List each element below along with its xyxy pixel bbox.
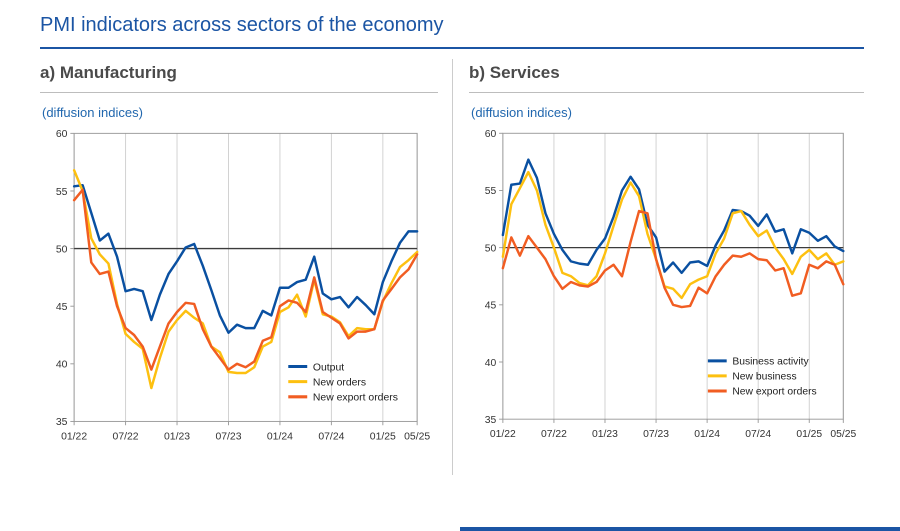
legend-label-output: Output — [313, 362, 344, 373]
x-axis: 01/22 07/22 01/23 07/23 01/24 07/24 01/25 05/25 — [490, 419, 856, 440]
svg-text:55: 55 — [485, 186, 497, 197]
page-title: PMI indicators across sectors of the eco… — [40, 14, 444, 36]
svg-text:60: 60 — [56, 129, 68, 140]
svg-text:45: 45 — [485, 301, 497, 312]
panel-services: b) Services (diffusion indices) 35 40 45 50… — [452, 59, 864, 475]
panel-heading-manufacturing: a) Manufacturing — [40, 63, 438, 93]
manufacturing-plot: 35 40 45 50 55 60 01/22 07/22 01/23 07/23 01/24 07/… — [56, 129, 430, 442]
manufacturing-axis-unit-label: (diffusion indices) — [42, 105, 143, 120]
svg-text:07/24: 07/24 — [745, 429, 771, 440]
services-chart: 35 40 45 50 55 60 01/22 07/22 01/23 07/23 01/24 07/… — [469, 122, 864, 472]
plot-border — [502, 132, 844, 420]
svg-text:40: 40 — [485, 358, 497, 369]
legend-label-business-activity: Business activity — [732, 357, 809, 368]
svg-text:05/25: 05/25 — [404, 431, 430, 442]
svg-text:35: 35 — [485, 415, 497, 426]
svg-text:45: 45 — [56, 302, 68, 313]
series-line-new-export-orders — [72, 188, 419, 371]
svg-text:07/23: 07/23 — [643, 429, 669, 440]
svg-text:60: 60 — [485, 129, 497, 140]
gridlines — [73, 133, 418, 422]
legend-label-new-business: New business — [732, 372, 796, 383]
svg-text:01/25: 01/25 — [796, 429, 822, 440]
y-axis: 35 40 45 50 55 60 — [56, 129, 75, 428]
panel-heading-services: b) Services — [469, 63, 864, 93]
svg-text:01/22: 01/22 — [61, 431, 87, 442]
series-line-business-activity — [501, 158, 845, 275]
svg-text:01/24: 01/24 — [267, 431, 293, 442]
series-line-new-export-orders — [501, 209, 845, 309]
manufacturing-chart: 35 40 45 50 55 60 01/22 07/22 01/23 07/23 01/24 07/… — [40, 122, 438, 475]
svg-text:35: 35 — [56, 417, 68, 428]
svg-text:40: 40 — [56, 360, 68, 371]
svg-text:01/23: 01/23 — [164, 431, 190, 442]
svg-text:05/25: 05/25 — [830, 429, 856, 440]
svg-text:50: 50 — [485, 243, 497, 254]
series-line-new-orders — [72, 169, 419, 390]
services-plot: 35 40 45 50 55 60 01/22 07/22 01/23 07/23 01/24 07/… — [485, 129, 857, 440]
svg-text:01/25: 01/25 — [370, 431, 396, 442]
legend-label-new-orders: New orders — [313, 377, 366, 388]
series-line-new-business — [501, 170, 845, 300]
manufacturing-legend: Output New orders New export orders — [288, 362, 398, 404]
x-axis: 01/22 07/22 01/23 07/23 01/24 07/24 01/25 05/25 — [61, 421, 430, 442]
svg-text:50: 50 — [56, 244, 68, 255]
series-line-output — [72, 183, 419, 334]
svg-text:07/24: 07/24 — [318, 431, 344, 442]
svg-text:07/23: 07/23 — [215, 431, 241, 442]
svg-text:01/23: 01/23 — [592, 429, 618, 440]
services-legend: Business activity New business New export … — [707, 357, 817, 398]
y-axis: 35 40 45 50 55 60 — [485, 129, 503, 426]
bottom-accent-bar — [460, 527, 900, 531]
panel-manufacturing: a) Manufacturing (diffusion indices) 35 4… — [40, 59, 452, 475]
svg-text:07/22: 07/22 — [113, 431, 139, 442]
chart-panels: a) Manufacturing (diffusion indices) 35 4… — [40, 59, 864, 475]
svg-text:07/22: 07/22 — [541, 429, 567, 440]
svg-text:01/22: 01/22 — [490, 429, 516, 440]
plot-border — [73, 132, 418, 422]
svg-text:55: 55 — [56, 187, 68, 198]
title-underline — [40, 47, 864, 49]
legend-label-new-export-orders: New export orders — [313, 393, 398, 404]
legend-label-new-export-orders: New export orders — [732, 387, 816, 398]
svg-text:01/24: 01/24 — [694, 429, 720, 440]
services-axis-unit-label: (diffusion indices) — [471, 105, 572, 120]
